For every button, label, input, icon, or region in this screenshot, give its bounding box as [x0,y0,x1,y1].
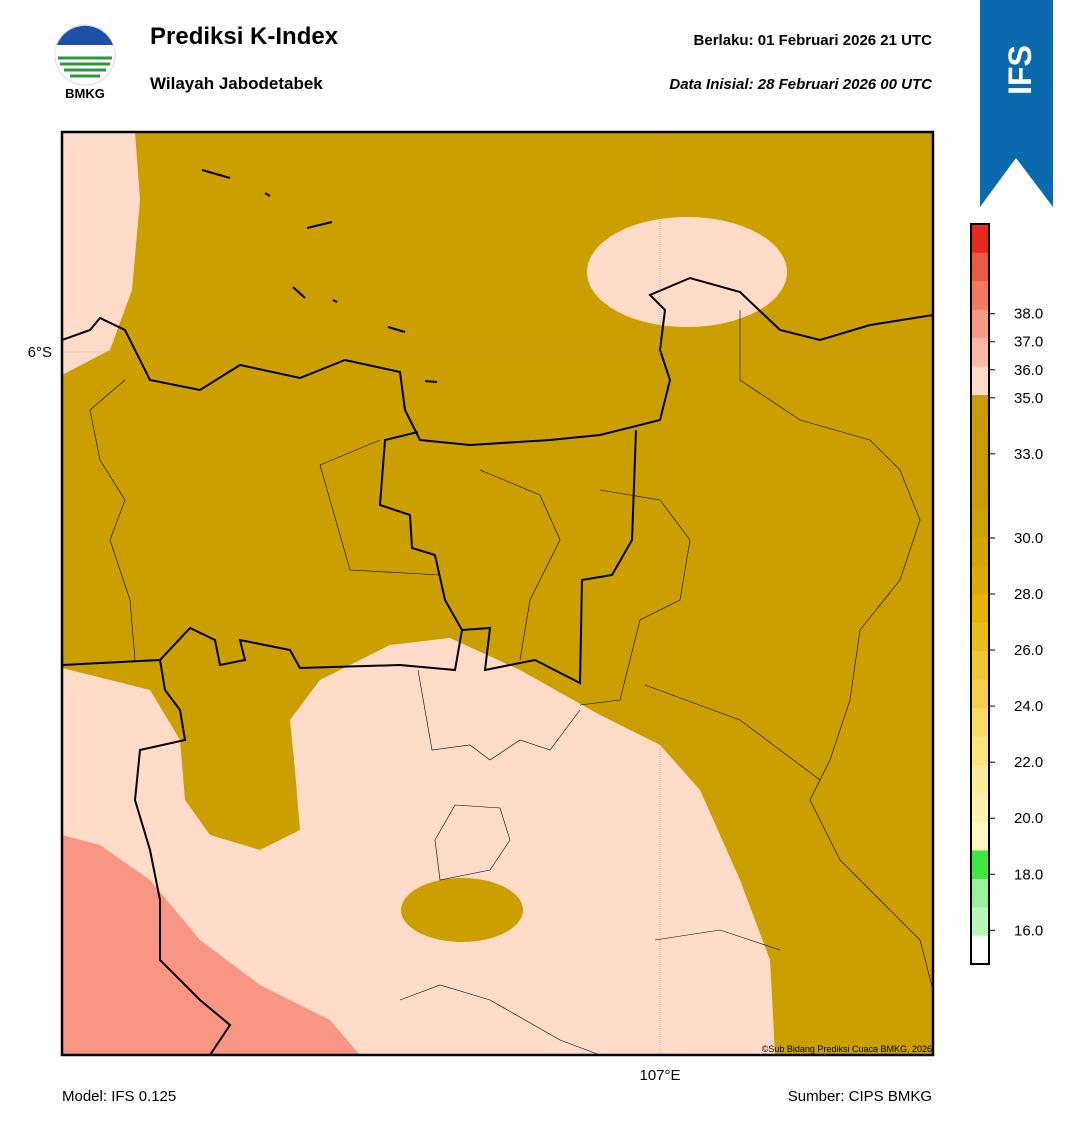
copyright: ©Sub Bidang Prediksi Cuaca BMKG, 2026 [762,1044,932,1054]
colorbar-tick-label: 16.0 [1014,922,1043,939]
subtitle: Wilayah Jabodetabek [150,74,323,93]
logo-text: BMKG [65,86,105,101]
kindex-region [401,878,523,942]
kindex-region [587,217,787,327]
badge [980,0,1053,207]
colorbar-segment [971,679,989,709]
colorbar-tick-label: 18.0 [1014,866,1043,883]
colorbar-tick-label: 22.0 [1014,754,1043,771]
colorbar-tick-label: 20.0 [1014,810,1043,827]
colorbar-tick-label: 33.0 [1014,446,1043,463]
colorbar-segment [971,537,989,566]
colorbar-segment [971,224,989,253]
lon-label: 107°E [639,1067,680,1084]
badge-text: IFS [1002,45,1038,95]
island [201,169,438,383]
colorbar-segment [971,764,989,794]
colorbar: 16.0 18.0 20.0 22.0 24.0 26.0 28.0 30.0 33.0 35.0… [970,223,1043,965]
init-time: Data Inisial: 28 Februari 2026 00 UTC [669,76,933,93]
colorbar-segment [971,935,989,965]
colorbar-tick-label: 24.0 [1014,698,1043,715]
colorbar-segment [971,907,989,936]
colorbar-segment [971,565,989,595]
title: Prediksi K-Index [150,23,339,50]
kindex-region [62,132,140,375]
district-boundary [89,310,933,1055]
colorbar-tick-label: 37.0 [1014,334,1043,351]
kindex-region [62,835,360,1055]
colorbar-tick-label: 35.0 [1014,390,1043,407]
colorbar-tick-label: 26.0 [1014,642,1043,659]
footer-source: Sumber: CIPS BMKG [788,1088,932,1105]
colorbar-segment [971,736,989,766]
colorbar-segment [971,650,989,680]
colorbar-tick-label: 38.0 [1014,306,1043,323]
colorbar-segment [971,366,989,396]
colorbar-segment [971,622,989,652]
colorbar-segment [971,594,989,623]
coastline [62,276,933,447]
colorbar-segment [971,850,989,879]
colorbar-segment [971,423,989,452]
colorbar-segment [971,793,989,822]
valid-time: Berlaku: 01 Februari 2026 21 UTC [694,32,933,49]
colorbar-segment [971,280,989,310]
footer-model: Model: IFS 0.125 [62,1088,176,1105]
colorbar-segment [971,821,989,851]
lat-label: 6°S [28,344,52,361]
colorbar-segment [971,394,989,424]
province-boundary [62,626,463,1055]
province-boundary [378,429,637,685]
colorbar-segment [971,707,989,737]
logo: BMKG [54,24,116,101]
colorbar-segment [971,508,989,538]
colorbar-tick-label: 28.0 [1014,586,1043,603]
colorbar-segment [971,878,989,908]
kindex-region [62,638,775,1055]
colorbar-tick-label: 30.0 [1014,530,1043,547]
colorbar-segment [971,451,989,481]
map [62,132,933,1055]
colorbar-tick-label: 36.0 [1014,362,1043,379]
colorbar-segment [971,309,989,339]
map-frame [60,130,935,1057]
colorbar-segment [971,480,989,509]
colorbar-segment [971,337,989,367]
colorbar-segment [971,252,989,282]
